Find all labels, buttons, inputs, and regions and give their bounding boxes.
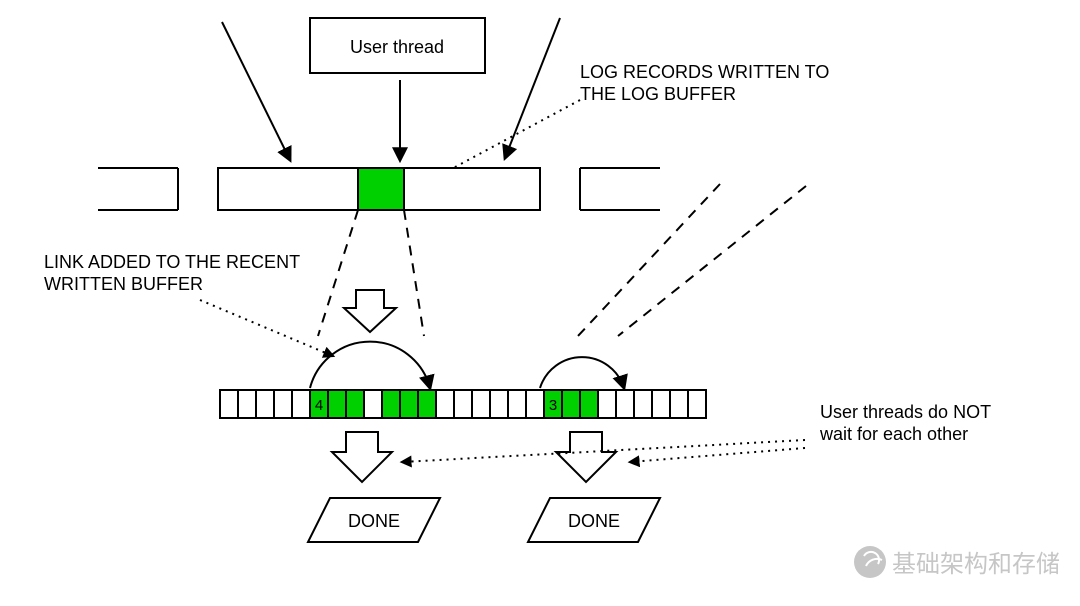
no-wait-label: User threads do NOT wait for each other [819,402,991,444]
recent-buffer-cell [472,390,490,418]
recent-buffer-cell [688,390,706,418]
block-arrow-down-l2 [556,432,616,482]
recent-buffer-cell-number: 4 [315,397,323,414]
svg-text:wait for each other: wait for each other [819,424,968,444]
recent-buffer-cell [238,390,256,418]
block-arrow-down-mid [344,290,396,332]
svg-text:User threads do NOT: User threads do NOT [820,402,991,422]
pointer-link-added [200,300,333,356]
recent-buffer-cell [436,390,454,418]
user-thread-box: User thread [310,18,485,73]
recent-buffer-cell [526,390,544,418]
svg-text:LOG RECORDS WRITTEN TO: LOG RECORDS WRITTEN TO [580,62,829,82]
svg-text:WRITTEN BUFFER: WRITTEN BUFFER [44,274,203,294]
recent-buffer-cell [256,390,274,418]
recent-buffer-cell [580,390,598,418]
diagram-canvas: User thread LOG RECORDS WRITTEN TO THE L… [0,0,1080,606]
svg-text:DONE: DONE [568,511,620,531]
recent-buffer-cell [454,390,472,418]
recent-buffer-cell [292,390,310,418]
log-buffer-slot-green [358,168,404,210]
recent-buffer-cell [220,390,238,418]
watermark: 基础架构和存储 [854,546,1060,578]
link-added-label: LINK ADDED TO THE RECENT WRITTEN BUFFER [44,252,300,294]
recent-buffer-cell [508,390,526,418]
recent-buffer-cell [418,390,436,418]
recent-buffer-cell [400,390,418,418]
recent-buffer-cell-number: 3 [549,397,557,414]
user-thread-label: User thread [350,37,444,57]
svg-text:THE LOG BUFFER: THE LOG BUFFER [580,84,736,104]
block-arrow-down-l1 [332,432,392,482]
recent-buffer-cell [364,390,382,418]
recent-buffer-cell [616,390,634,418]
log-records-label: LOG RECORDS WRITTEN TO THE LOG BUFFER [580,62,829,104]
recent-buffer-cell [346,390,364,418]
recent-buffer-cell [274,390,292,418]
arcs [310,342,624,388]
done-box-2: DONE [528,498,660,542]
recent-buffer-cell [490,390,508,418]
recent-buffer-cell [328,390,346,418]
recent-buffer-cell [670,390,688,418]
recent-buffer-cell [382,390,400,418]
svg-text:LINK ADDED TO THE RECENT: LINK ADDED TO THE RECENT [44,252,300,272]
done-box-1: DONE [308,498,440,542]
recent-buffer-cell [652,390,670,418]
recent-buffer-cell [598,390,616,418]
recent-buffer: 43 [220,390,706,418]
recent-buffer-cell [562,390,580,418]
log-buffer [98,168,660,210]
recent-buffer-cell [634,390,652,418]
svg-text:DONE: DONE [348,511,400,531]
svg-text:基础架构和存储: 基础架构和存储 [892,551,1060,578]
